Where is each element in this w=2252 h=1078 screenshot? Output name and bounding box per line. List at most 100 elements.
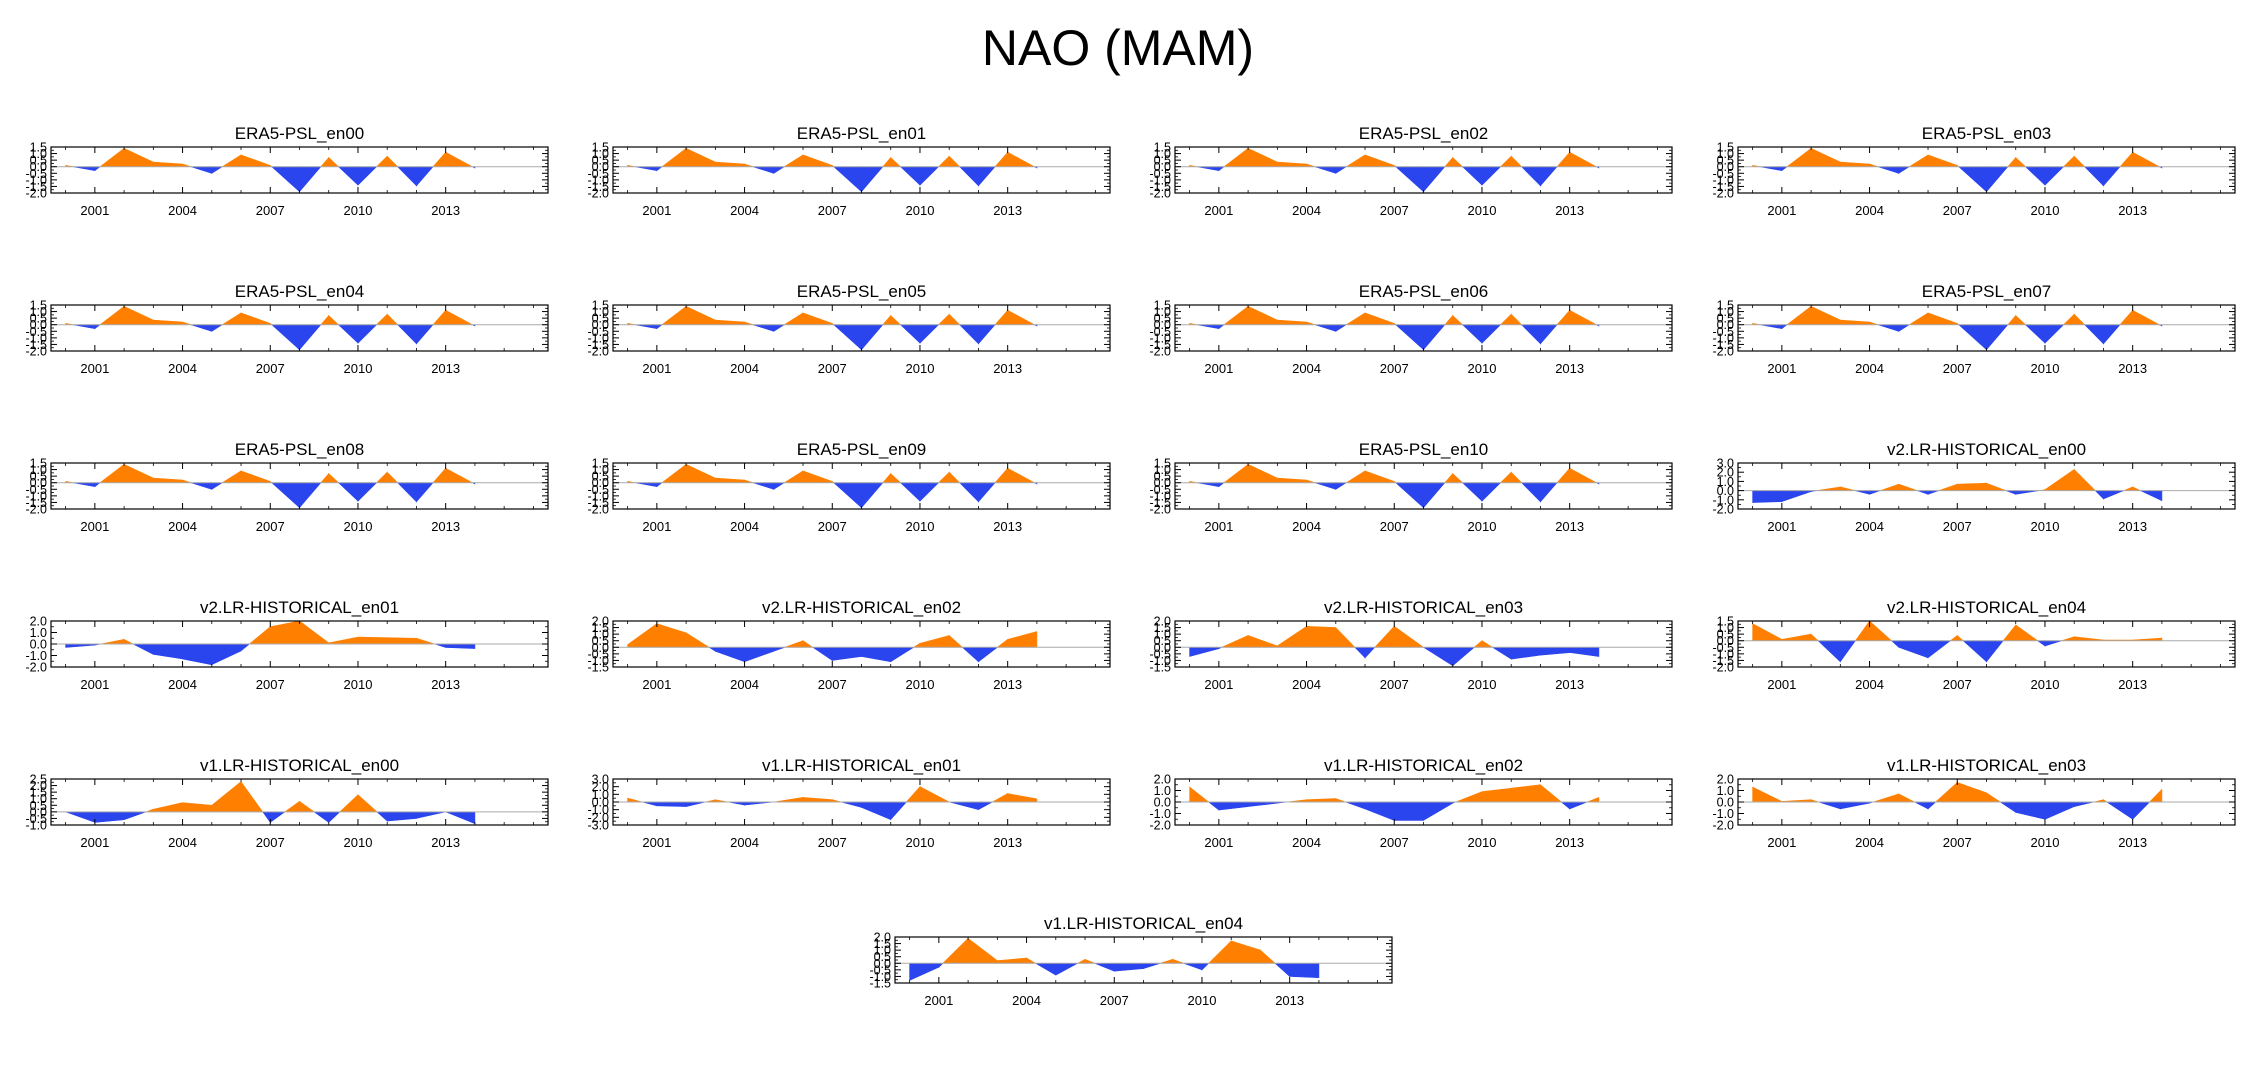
negative-anomaly-area <box>1869 490 1881 495</box>
positive-anomaly-area <box>1364 470 1395 484</box>
y-tick-label: -1.0 <box>587 654 609 668</box>
positive-anomaly-area <box>1455 791 1483 803</box>
chart-panel: v2.LR-HISTORICAL_en00 3.02.01.00.0-1.0-2.… <box>1712 440 2236 534</box>
y-tick-label: -0.5 <box>587 167 609 181</box>
chart-panel: ERA5-PSL_en06 1.51.00.50.0-0.5-1.0-1.5-2.… <box>1149 282 1673 376</box>
positive-anomaly-area <box>240 470 271 484</box>
positive-anomaly-area <box>1026 957 1037 964</box>
y-tick-label: 2.5 <box>30 773 47 787</box>
positive-anomaly-area <box>1207 940 1232 964</box>
y-tick-label: -2.0 <box>25 661 47 675</box>
negative-anomaly-area <box>1314 324 1337 332</box>
negative-anomaly-area <box>299 482 322 509</box>
chart-panel: ERA5-PSL_en10 1.51.00.50.0-0.5-1.0-1.5-2.… <box>1149 440 1673 534</box>
x-tick-label: 2001 <box>1767 361 1796 376</box>
negative-anomaly-area <box>1917 490 1929 495</box>
positive-anomaly-area <box>1481 640 1494 648</box>
negative-anomaly-area <box>919 166 940 186</box>
positive-anomaly-area <box>1810 305 1841 326</box>
negative-anomaly-area <box>978 166 996 187</box>
y-tick-label: -1.0 <box>587 489 609 503</box>
x-tick-label: 2013 <box>2118 203 2147 218</box>
positive-anomaly-area <box>99 463 125 484</box>
negative-anomaly-area <box>978 646 999 663</box>
positive-anomaly-area <box>1230 940 1261 964</box>
x-tick-label: 2001 <box>1204 835 1233 850</box>
y-tick-label: 1.0 <box>592 147 609 161</box>
negative-anomaly-area <box>1345 801 1366 810</box>
positive-anomaly-area <box>320 472 330 484</box>
negative-anomaly-area <box>861 324 884 351</box>
negative-anomaly-area <box>2044 801 2075 820</box>
positive-anomaly-area <box>994 467 1008 484</box>
positive-anomaly-area <box>248 626 271 645</box>
positive-anomaly-area <box>1840 161 1870 168</box>
x-tick-label: 2004 <box>730 519 759 534</box>
y-tick-label: -1.5 <box>1712 654 1734 668</box>
positive-anomaly-area <box>1499 313 1512 326</box>
negative-anomaly-area <box>1335 166 1348 174</box>
negative-anomaly-area <box>978 482 996 503</box>
positive-anomaly-area <box>661 463 687 484</box>
negative-anomaly-area <box>1364 646 1376 659</box>
positive-anomaly-area <box>992 793 1008 803</box>
y-tick-label: -1.5 <box>1149 180 1171 194</box>
positive-anomaly-area <box>99 305 125 326</box>
negative-anomaly-area <box>1520 482 1541 503</box>
positive-anomaly-area <box>882 472 892 484</box>
y-tick-label: -0.5 <box>1149 167 1171 181</box>
x-tick-label: 2013 <box>993 519 1022 534</box>
x-tick-label: 2010 <box>2031 203 2060 218</box>
positive-anomaly-area <box>919 635 950 648</box>
negative-anomaly-area <box>752 166 775 174</box>
positive-anomaly-area <box>1306 625 1337 648</box>
negative-anomaly-area <box>269 811 286 823</box>
x-tick-label: 2007 <box>1943 519 1972 534</box>
y-tick-label: -1.0 <box>25 649 47 663</box>
positive-anomaly-area <box>656 623 687 648</box>
negative-anomaly-area <box>1218 324 1225 330</box>
y-tick-label: 2.0 <box>1717 773 1734 787</box>
negative-anomaly-area <box>1201 962 1210 971</box>
negative-anomaly-area <box>416 482 434 503</box>
x-tick-label: 2004 <box>730 677 759 692</box>
positive-anomaly-area <box>386 313 399 326</box>
y-tick-label: -1.0 <box>1712 807 1734 821</box>
negative-anomaly-area <box>634 482 658 488</box>
y-tick-label: 1.0 <box>30 147 47 161</box>
negative-anomaly-area <box>752 482 775 490</box>
positive-anomaly-area <box>627 623 658 648</box>
chart-panel: v1.LR-HISTORICAL_en04 2.01.51.00.50.0-0.5… <box>869 914 1393 1008</box>
positive-anomaly-area <box>1223 147 1249 168</box>
x-tick-label: 2001 <box>80 835 109 850</box>
y-tick-label: 0.5 <box>592 312 609 326</box>
positive-anomaly-area <box>2073 468 2096 491</box>
negative-anomaly-area <box>656 801 687 807</box>
positive-anomaly-area <box>1335 798 1346 803</box>
negative-anomaly-area <box>773 646 785 652</box>
x-tick-label: 2004 <box>730 361 759 376</box>
positive-anomaly-area <box>1569 467 1597 484</box>
positive-anomaly-area <box>375 313 388 326</box>
positive-anomaly-area <box>1816 486 1841 491</box>
x-tick-label: 2007 <box>256 361 285 376</box>
negative-anomaly-area <box>1461 166 1483 186</box>
y-tick-label: -0.5 <box>869 963 891 977</box>
negative-anomaly-area <box>1461 482 1483 502</box>
chart-panel: ERA5-PSL_en00 1.51.00.50.0-0.5-1.0-1.5-2.… <box>25 124 549 218</box>
negative-anomaly-area <box>1289 962 1320 979</box>
positive-anomaly-area <box>942 937 969 964</box>
y-tick-label: 0.0 <box>1717 484 1734 498</box>
positive-anomaly-area <box>1189 786 1210 803</box>
panel-title: v2.LR-HISTORICAL_en04 <box>1887 598 2086 617</box>
y-tick-label: 0.5 <box>874 950 891 964</box>
x-tick-label: 2013 <box>431 677 460 692</box>
y-tick-label: 2.0 <box>1717 466 1734 480</box>
negative-anomaly-area <box>396 482 417 503</box>
positive-anomaly-area <box>905 785 921 803</box>
negative-anomaly-area <box>1034 962 1057 976</box>
y-tick-label: -1.5 <box>587 661 609 675</box>
negative-anomaly-area <box>1218 482 1225 488</box>
x-tick-label: 2013 <box>431 835 460 850</box>
